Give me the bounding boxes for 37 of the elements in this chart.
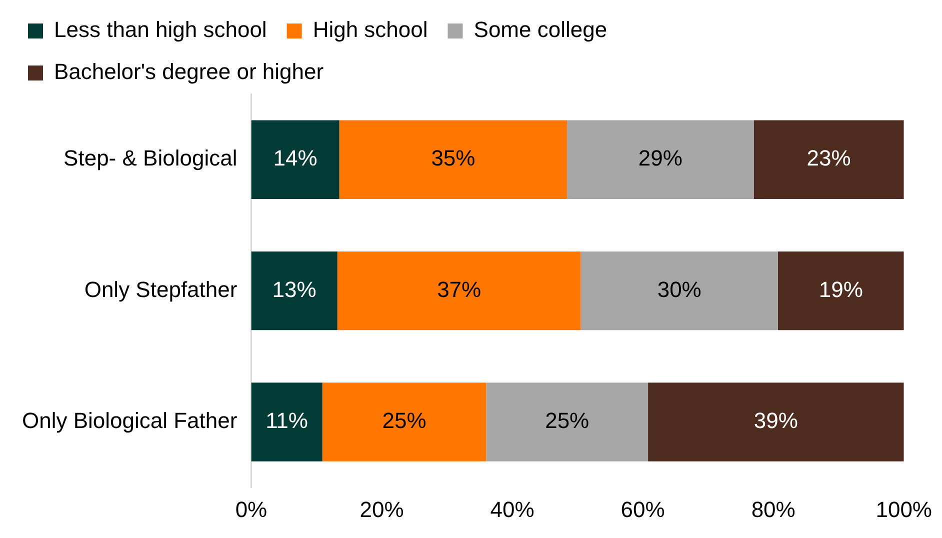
data-label: 25% (382, 408, 426, 434)
data-label: 23% (806, 146, 851, 171)
x-tick-label: 100% (876, 496, 932, 522)
data-label: 39% (754, 408, 798, 434)
data-label: 14% (273, 146, 318, 171)
bar (251, 120, 340, 199)
data-label: 29% (638, 146, 682, 171)
data-label: 35% (431, 146, 476, 171)
x-tick-label: 20% (360, 496, 404, 522)
bar (337, 251, 581, 330)
data-label: 11% (266, 408, 308, 434)
x-tick-label: 40% (490, 496, 534, 522)
x-tick-label: 80% (751, 496, 796, 522)
bar (778, 251, 904, 330)
data-label: 30% (657, 276, 702, 302)
bar (580, 251, 778, 330)
bar (322, 382, 486, 462)
x-tick-label: 60% (620, 496, 665, 522)
bar (251, 251, 338, 330)
bar (251, 382, 322, 462)
bar (648, 382, 904, 462)
data-label: 13% (272, 276, 316, 302)
legend-label: Less than high school (54, 17, 267, 42)
data-label: 37% (437, 276, 482, 302)
y-tick-label: Only Stepfather (84, 276, 238, 302)
y-tick-label: Step- & Biological (64, 146, 238, 171)
y-tick-label: Only Biological Father (22, 408, 238, 434)
legend-label: Some college (474, 17, 608, 42)
legend-label: Bachelor's degree or higher (54, 59, 324, 84)
x-tick-label: 0% (235, 496, 268, 522)
bar (754, 120, 904, 199)
bar (339, 120, 568, 199)
data-label: 25% (545, 408, 590, 434)
bar (486, 382, 648, 462)
legend-label: High school (312, 17, 428, 42)
bar (567, 120, 754, 199)
data-label: 19% (818, 276, 863, 302)
